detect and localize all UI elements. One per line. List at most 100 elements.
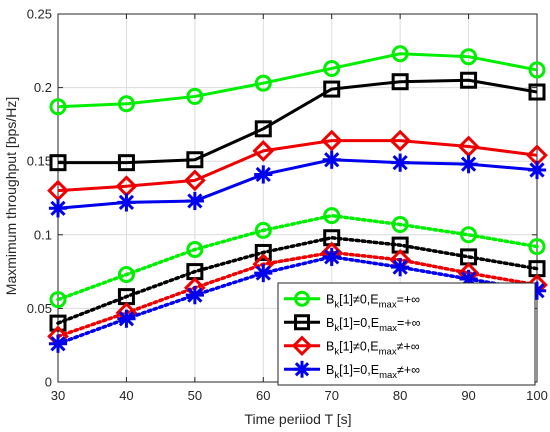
asterisk-stroke [460,156,477,172]
data-point [460,226,478,244]
series-line [56,255,539,346]
asterisk-stroke [187,287,203,303]
data-point [117,154,135,172]
series-line [56,213,539,302]
data-point [117,309,136,328]
legend-label: Bk[1]≠0,Emax=+∞ [326,292,420,310]
legend-item: Bk[1]=0,Emax=+∞ [284,314,421,334]
x-tick-label: 70 [324,388,338,403]
legend-box [277,282,536,386]
data-point [391,215,409,233]
y-tick-label: 0 [45,375,52,390]
asterisk-stroke [324,152,340,168]
series-line [57,52,538,109]
series-line [57,158,538,210]
legend-label: Bk[1]=0,Emax=+∞ [326,316,421,334]
series-line [56,235,539,325]
y-tick-label: 0.05 [27,301,52,316]
data-point [320,129,343,152]
asterisk-stroke [294,362,310,377]
series-3 [47,129,548,202]
data-point [294,290,310,307]
series-4 [48,150,547,218]
data-point [391,73,409,91]
data-point [322,150,341,169]
data-point [291,335,313,356]
asterisk-stroke [187,193,203,209]
legend-label: Bk[1]≠0,Emax≠+∞ [326,339,420,357]
data-point [49,98,67,116]
x-tick-label: 80 [393,388,407,403]
series-8 [48,247,547,353]
legend-item: Bk[1]=0,Emax≠+∞ [284,360,420,381]
x-tick-label: 50 [188,388,202,403]
x-tick-label: 100 [526,388,548,403]
data-point [527,160,547,180]
data-point [49,291,67,309]
asterisk-stroke [118,311,135,327]
y-tick-label: 0.15 [27,154,52,169]
data-point [323,59,341,77]
asterisk-stroke [118,194,135,211]
x-tick-label: 40 [119,388,133,403]
y-tick-label: 0.2 [34,80,52,95]
data-point [459,155,478,174]
data-point [183,169,206,192]
x-tick-label: 60 [256,388,270,403]
data-point [254,263,273,283]
data-point [186,241,204,259]
data-point [186,87,204,105]
legend-item: Bk[1]≠0,Emax≠+∞ [284,335,420,357]
data-point [254,165,273,184]
data-point [252,140,275,162]
asterisk-stroke [324,249,340,265]
asterisk-stroke [255,166,271,183]
data-point [49,314,67,332]
data-point [254,120,272,138]
y-tick-label: 0.25 [27,7,52,22]
legend-item: Bk[1]≠0,Emax=+∞ [284,290,420,310]
data-point [528,238,546,256]
asterisk-stroke [50,336,66,352]
series-layer [47,45,548,353]
y-tick-label: 0.1 [34,227,52,242]
legend: Bk[1]≠0,Emax=+∞ Bk[1]=0,Emax=+∞ Bk[1]≠0,Em… [277,282,536,386]
asterisk-stroke [392,155,408,171]
data-point [323,80,341,98]
data-point [323,207,341,225]
data-point [391,153,410,172]
series-line [56,250,539,339]
legend-label: Bk[1]=0,Emax≠+∞ [326,363,420,381]
x-tick-label: 90 [461,388,475,403]
data-point [460,71,478,89]
data-point [528,61,546,79]
y-axis-label: Maxmimum throughput [bps/Hz] [3,97,19,295]
data-point [391,258,410,277]
data-point [322,247,341,266]
asterisk-stroke [392,259,408,275]
asterisk-stroke [50,200,66,216]
data-point [254,243,272,261]
series-line [57,139,538,193]
data-point [185,191,204,211]
data-point [460,48,478,66]
data-point [254,74,272,92]
data-point [293,360,311,378]
series-line [58,78,538,165]
x-axis-label: Time periiod T [s] [244,411,351,427]
data-point [49,154,67,172]
series-2 [49,71,546,172]
x-tick-label: 30 [51,388,65,403]
data-point [117,266,135,284]
data-point [186,151,204,169]
data-point [254,221,272,239]
series-1 [49,45,546,116]
asterisk-stroke [255,265,271,281]
data-point [528,83,546,101]
data-point [391,45,409,63]
series-5 [49,207,546,309]
data-point [389,129,412,152]
data-point [117,193,136,212]
series-6 [49,229,546,332]
